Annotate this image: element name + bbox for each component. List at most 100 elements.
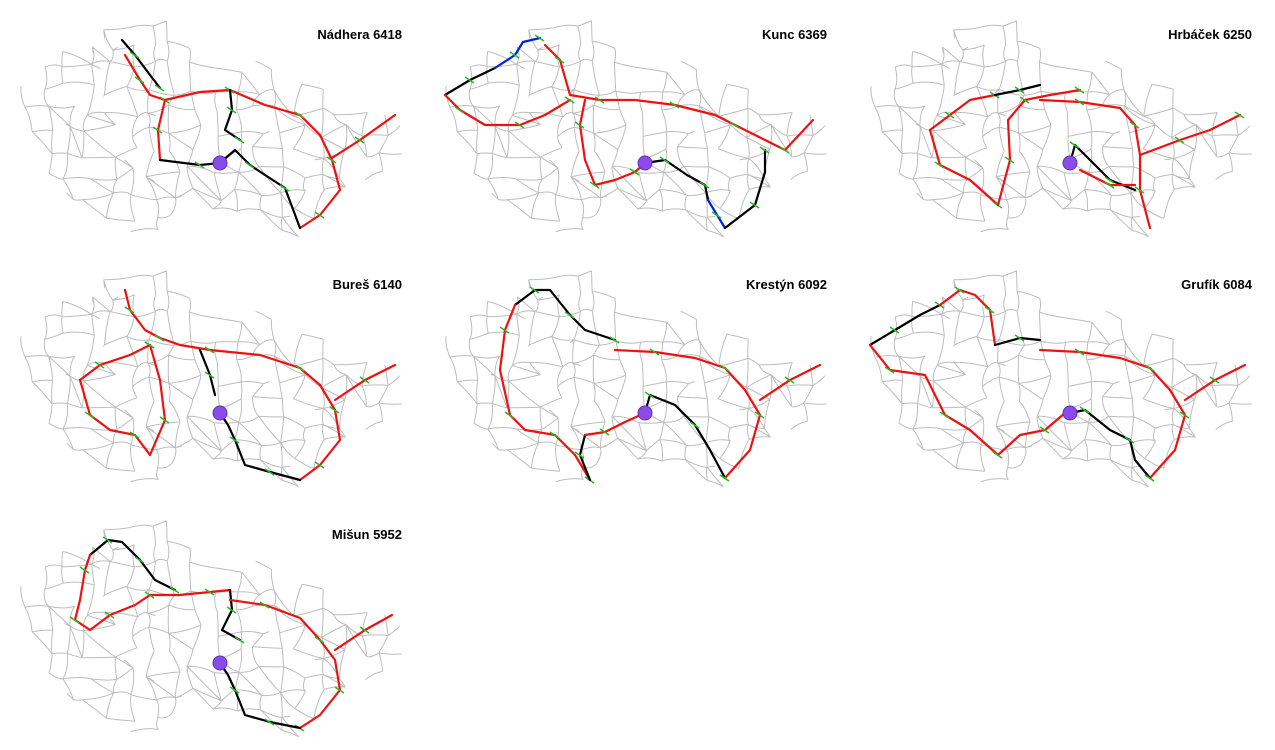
route-marker (954, 286, 965, 294)
route-marker (204, 371, 215, 379)
player-name: Bureš (333, 277, 370, 292)
route (723, 148, 767, 230)
route-marker (1079, 406, 1090, 414)
map-panel: Kunc 6369 (443, 20, 827, 238)
route-marker (689, 421, 700, 429)
route-marker (1124, 436, 1135, 444)
route (223, 88, 242, 142)
player-score: 6092 (798, 277, 827, 292)
route-marker (314, 211, 325, 219)
route-marker (79, 566, 90, 574)
route-marker (134, 76, 145, 84)
route-marker (152, 126, 163, 134)
route-marker (354, 136, 365, 144)
route (88, 538, 177, 592)
route-marker (534, 34, 545, 42)
route-marker (234, 636, 245, 644)
route-marker (1144, 364, 1155, 372)
player-name: Kunc (762, 27, 795, 42)
route (123, 288, 182, 347)
player-name: Grufík (1181, 277, 1220, 292)
route (1138, 113, 1242, 157)
route-marker (499, 326, 510, 334)
route (218, 411, 302, 482)
route-marker (229, 436, 240, 444)
route-marker (934, 161, 945, 169)
player-name: Mišun (332, 527, 370, 542)
route (78, 343, 152, 382)
route (228, 598, 342, 730)
panel-title: Nádhera 6418 (317, 27, 402, 42)
player-score: 6418 (373, 27, 402, 42)
route-marker (314, 461, 325, 469)
route-marker (574, 121, 585, 129)
start-point (212, 155, 228, 171)
route-marker (104, 611, 115, 619)
route-marker (244, 161, 255, 169)
route-marker (659, 156, 670, 164)
route (148, 343, 167, 457)
route (498, 303, 592, 482)
route-marker (129, 51, 140, 59)
route-marker (1144, 474, 1155, 482)
route-marker (1004, 156, 1015, 164)
route-marker (226, 606, 237, 614)
route-marker (992, 451, 1003, 459)
route-marker (754, 411, 765, 419)
route-marker (529, 286, 540, 294)
player-score: 5952 (373, 527, 402, 542)
route-marker (629, 168, 640, 176)
route-marker (329, 406, 340, 414)
map-panel: Grufík 6084 (868, 270, 1253, 488)
start-point (212, 405, 228, 421)
map-panel: Krestýn 6092 (445, 270, 827, 488)
route-marker (729, 121, 740, 129)
route-marker (509, 51, 520, 59)
map-panel: Hrbáček 6250 (870, 20, 1252, 238)
route-marker (719, 474, 730, 482)
route (443, 93, 572, 127)
route-marker (784, 376, 795, 384)
route-marker (326, 156, 337, 164)
route-marker (564, 311, 575, 319)
route-marker (669, 101, 680, 109)
map-panel: Bureš 6140 (20, 270, 402, 488)
route-marker (504, 411, 515, 419)
route-marker (759, 146, 770, 154)
panel-title: Kunc 6369 (762, 27, 827, 42)
route (613, 348, 762, 480)
route (78, 378, 152, 457)
player-score: 6250 (1223, 27, 1252, 42)
route (643, 393, 727, 480)
road-network (20, 520, 402, 738)
player-score: 6084 (1223, 277, 1253, 292)
route-marker (1019, 96, 1030, 104)
road-network (20, 20, 402, 238)
route (1068, 143, 1137, 192)
map-panel: Nádhera 6418 (20, 20, 402, 238)
route-marker (1039, 426, 1050, 434)
route-marker (1209, 376, 1220, 384)
panel-title: Bureš 6140 (333, 277, 402, 292)
route (120, 38, 162, 90)
route-marker (129, 431, 140, 439)
route-marker (1074, 86, 1085, 94)
route-marker (144, 341, 155, 349)
route-marker (984, 306, 995, 314)
start-point (1062, 405, 1078, 421)
route-marker (359, 626, 370, 634)
road-network (870, 20, 1252, 238)
route-marker (609, 336, 620, 344)
route-marker (564, 96, 575, 104)
map-panel: Mišun 5952 (20, 520, 402, 738)
route (123, 53, 342, 230)
route-marker (154, 334, 165, 342)
route-marker (1104, 181, 1115, 189)
route-marker (1174, 136, 1185, 144)
route-marker (1014, 334, 1025, 342)
route-marker (1014, 86, 1025, 94)
route (938, 288, 997, 347)
route-marker (1074, 348, 1085, 356)
panel-title: Mišun 5952 (332, 527, 402, 542)
